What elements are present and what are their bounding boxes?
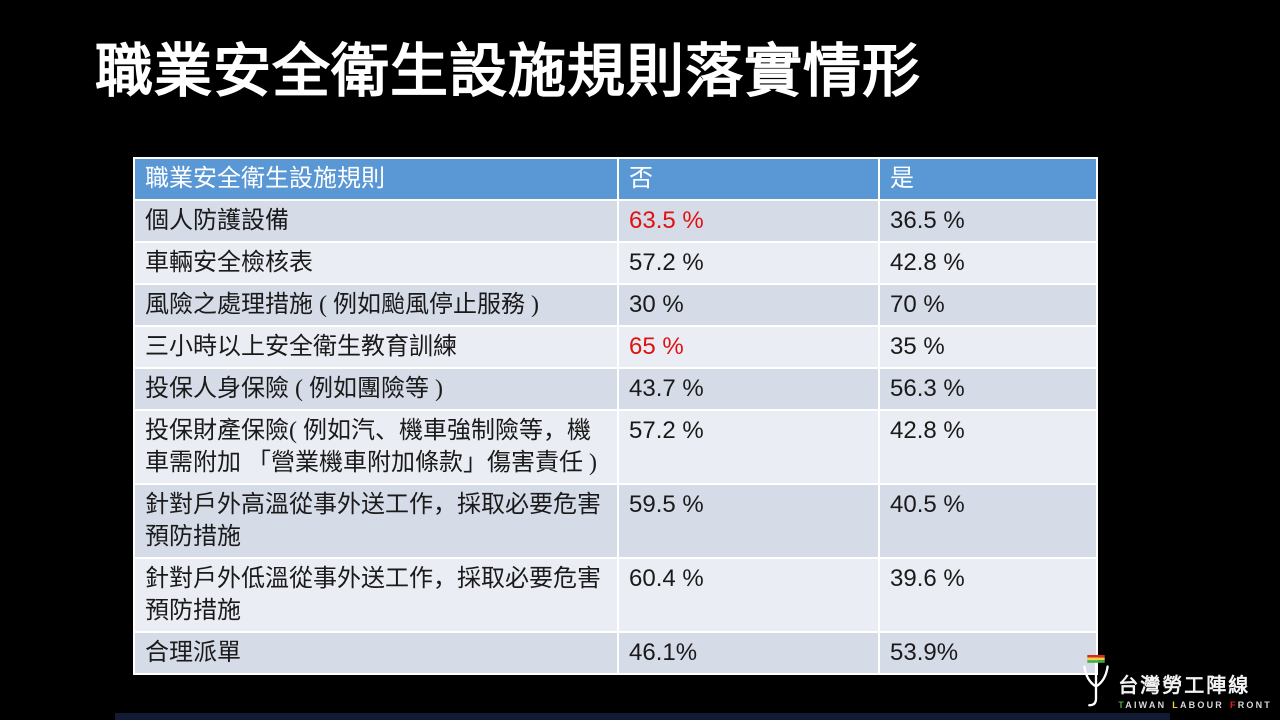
rule-label: 投保財產保險( 例如汽、機車強制險等，機車需附加 「營業機車附加條款」傷害責任 …	[134, 410, 619, 485]
logo-text-block: 台灣勞工陣線 TAIWAN LABOUR FRONT	[1118, 669, 1272, 714]
bottom-accent-bar	[115, 713, 1170, 720]
table-row: 車輛安全檢核表 57.2 % 42.8 %	[134, 242, 1097, 285]
yes-percentage: 35 %	[879, 326, 1097, 369]
table-row: 投保財產保險( 例如汽、機車強制險等，機車需附加 「營業機車附加條款」傷害責任 …	[134, 410, 1097, 485]
yes-percentage: 40.5 %	[879, 484, 1097, 559]
no-percentage: 65 %	[618, 326, 880, 369]
no-percentage: 46.1%	[618, 632, 880, 674]
logo-flag	[1087, 654, 1105, 663]
table-body: 個人防護設備 63.5 % 36.5 % 車輛安全檢核表 57.2 % 42.8 % 風險之…	[134, 200, 1097, 674]
no-percentage: 63.5 %	[618, 200, 880, 243]
rule-label: 車輛安全檢核表	[134, 242, 619, 285]
rule-label: 三小時以上安全衛生教育訓練	[134, 326, 619, 369]
logo-english-name: TAIWAN LABOUR FRONT	[1118, 700, 1272, 710]
rule-label: 個人防護設備	[134, 200, 619, 243]
slide-title: 職業安全衛生設施規則落實情形	[95, 39, 922, 104]
column-header-no: 否	[618, 158, 880, 201]
yes-percentage: 70 %	[879, 284, 1097, 327]
yes-percentage: 36.5 %	[879, 200, 1097, 243]
no-percentage: 60.4 %	[618, 558, 880, 633]
table-row: 針對戶外低溫從事外送工作，採取必要危害預防措施 60.4 % 39.6 %	[134, 558, 1097, 633]
no-percentage: 30 %	[618, 284, 880, 327]
logo-english-word: LABOUR	[1172, 700, 1224, 710]
table-row: 風險之處理措施 ( 例如颱風停止服務 ) 30 % 70 %	[134, 284, 1097, 327]
labour-front-whip-icon	[1083, 654, 1110, 707]
rule-label: 針對戶外高溫從事外送工作，採取必要危害預防措施	[134, 484, 619, 559]
logo-english-word: TAIWAN	[1118, 700, 1167, 710]
yes-percentage: 42.8 %	[879, 242, 1097, 285]
logo-chinese-name: 台灣勞工陣線	[1118, 675, 1251, 697]
no-percentage: 57.2 %	[618, 410, 880, 485]
yes-percentage: 42.8 %	[879, 410, 1097, 485]
rule-label: 投保人身保險 ( 例如團險等 )	[134, 368, 619, 411]
yes-percentage: 56.3 %	[879, 368, 1097, 411]
column-header-rule: 職業安全衛生設施規則	[134, 158, 619, 201]
table-row: 合理派單 46.1% 53.9%	[134, 632, 1097, 674]
table-row: 投保人身保險 ( 例如團險等 ) 43.7 % 56.3 %	[134, 368, 1097, 411]
rule-label: 合理派單	[134, 632, 619, 674]
yes-percentage: 53.9%	[879, 632, 1097, 674]
no-percentage: 57.2 %	[618, 242, 880, 285]
rule-label: 針對戶外低溫從事外送工作，採取必要危害預防措施	[134, 558, 619, 633]
logo-english-word: FRONT	[1229, 700, 1272, 710]
column-header-yes: 是	[879, 158, 1097, 201]
no-percentage: 43.7 %	[618, 368, 880, 411]
rule-label: 風險之處理措施 ( 例如颱風停止服務 )	[134, 284, 619, 327]
table-row: 三小時以上安全衛生教育訓練 65 % 35 %	[134, 326, 1097, 369]
header-row: 職業安全衛生設施規則 否 是	[134, 158, 1097, 201]
table-row: 個人防護設備 63.5 % 36.5 %	[134, 200, 1097, 243]
table-row: 針對戶外高溫從事外送工作，採取必要危害預防措施 59.5 % 40.5 %	[134, 484, 1097, 559]
compliance-table: 職業安全衛生設施規則 否 是 個人防護設備 63.5 % 36.5 % 車輛安全檢核表…	[133, 157, 1098, 675]
table-header: 職業安全衛生設施規則 否 是	[134, 158, 1097, 201]
yes-percentage: 39.6 %	[879, 558, 1097, 633]
taiwan-labour-front-logo: 台灣勞工陣線 TAIWAN LABOUR FRONT	[1078, 654, 1272, 714]
no-percentage: 59.5 %	[618, 484, 880, 559]
